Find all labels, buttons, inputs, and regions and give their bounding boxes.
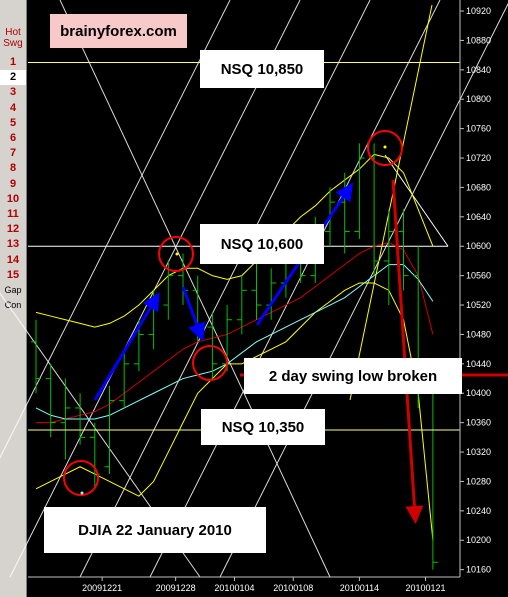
price-tick-label: 10640 xyxy=(466,212,491,222)
callout-nsq-10850: NSQ 10,850 xyxy=(200,50,324,88)
date-tick-label: 20100108 xyxy=(273,583,313,593)
swing-circle xyxy=(63,460,99,496)
gann-line xyxy=(219,2,508,578)
price-tick-label: 10560 xyxy=(466,271,491,281)
cyan-moving-average xyxy=(35,264,434,420)
date-tick-label: 20100121 xyxy=(406,583,446,593)
upper-band-line xyxy=(35,153,434,328)
callout-swing-low: 2 day swing low broken xyxy=(244,358,462,394)
swing-circle xyxy=(158,236,194,272)
gann-line xyxy=(59,0,331,578)
plot-area xyxy=(28,0,460,577)
swing-item-2[interactable]: 2 xyxy=(0,70,26,86)
price-tick-label: 10480 xyxy=(466,329,491,339)
price-axis: 10920 10880 10840 10800 10760 10720 10680 10640… xyxy=(459,0,491,577)
price-tick-label: 10520 xyxy=(466,300,491,310)
sidebar-option-gap[interactable]: Gap xyxy=(4,285,22,296)
date-axis: 20091221 20091228 20100104 20100108 20100114… xyxy=(28,576,460,593)
red-moving-average xyxy=(36,242,434,424)
price-tick-label: 10600 xyxy=(466,241,491,251)
brand-label: brainyforex.com xyxy=(50,14,187,48)
annotation-arrows xyxy=(63,130,424,524)
price-tick-label: 10360 xyxy=(466,418,491,428)
gann-line xyxy=(79,0,371,578)
swing-item-4[interactable]: 4 xyxy=(9,101,17,114)
price-tick-label: 10840 xyxy=(466,65,491,75)
gann-line xyxy=(0,0,231,459)
price-tick-label: 10320 xyxy=(466,447,491,457)
price-tick-label: 10240 xyxy=(466,506,491,516)
callout-nsq-10350: NSQ 10,350 xyxy=(201,409,325,445)
price-tick-label: 10200 xyxy=(466,535,491,545)
price-tick-label: 10400 xyxy=(466,388,491,398)
swing-item-13[interactable]: 13 xyxy=(6,238,20,251)
sidebar-option-con[interactable]: Con xyxy=(4,300,22,311)
gann-line xyxy=(384,154,449,247)
blue-arrow-up-1 xyxy=(93,292,160,401)
price-tick-label: 10760 xyxy=(466,124,491,134)
swing-item-10[interactable]: 10 xyxy=(6,192,20,205)
date-tick-label: 20100104 xyxy=(214,583,254,593)
price-tick-label: 10440 xyxy=(466,359,491,369)
swing-item-11[interactable]: 11 xyxy=(7,208,19,221)
swing-item-8[interactable]: 8 xyxy=(9,162,17,175)
price-tick-label: 10920 xyxy=(466,6,491,16)
lower-band-line xyxy=(35,282,434,541)
hot-swing-sidebar: Hot Swg 1 2 3 4 5 6 7 8 9 10 11 12 13 14 15 Gap Con xyxy=(0,0,27,597)
price-tick-label: 10160 xyxy=(466,565,491,575)
swing-item-1[interactable]: 1 xyxy=(9,56,17,68)
price-tick-label: 10720 xyxy=(466,153,491,163)
blue-arrow-down xyxy=(181,286,206,342)
indicator-lines xyxy=(35,4,434,541)
swing-item-12[interactable]: 12 xyxy=(6,223,20,236)
price-tick-label: 10680 xyxy=(466,182,491,192)
sidebar-header-swg: Swg xyxy=(3,38,23,49)
red-arrow-down xyxy=(391,179,424,524)
price-tick-label: 10880 xyxy=(466,35,491,45)
swing-circle xyxy=(192,345,228,381)
swing-item-15[interactable]: 15 xyxy=(6,268,20,281)
swing-item-3[interactable]: 3 xyxy=(9,86,17,99)
swing-item-7[interactable]: 7 xyxy=(9,147,17,160)
swing-item-14[interactable]: 14 xyxy=(6,253,20,266)
swing-dot xyxy=(175,252,179,256)
gann-line xyxy=(149,0,441,578)
swing-item-5[interactable]: 5 xyxy=(9,116,17,129)
date-tick-label: 20091228 xyxy=(156,583,196,593)
swing-dot xyxy=(80,491,84,495)
swing-circle xyxy=(367,130,403,166)
price-tick-label: 10800 xyxy=(466,94,491,104)
date-tick-label: 20091221 xyxy=(82,583,122,593)
swing-dot xyxy=(383,145,387,149)
callout-nsq-10600: NSQ 10,600 xyxy=(200,224,324,264)
yellow-trend-line xyxy=(349,4,433,401)
gann-fan-lines xyxy=(0,0,508,578)
callout-djia: DJIA 22 January 2010 xyxy=(44,507,266,553)
price-tick-label: 10280 xyxy=(466,476,491,486)
sidebar-swing-list: 1 2 3 4 5 6 7 8 9 10 11 12 13 14 15 Gap Con xyxy=(0,55,26,313)
sidebar-header-hot: Hot xyxy=(5,27,21,38)
swing-item-9[interactable]: 9 xyxy=(9,177,17,190)
swing-item-6[interactable]: 6 xyxy=(9,132,17,145)
date-tick-label: 20100114 xyxy=(340,583,379,593)
